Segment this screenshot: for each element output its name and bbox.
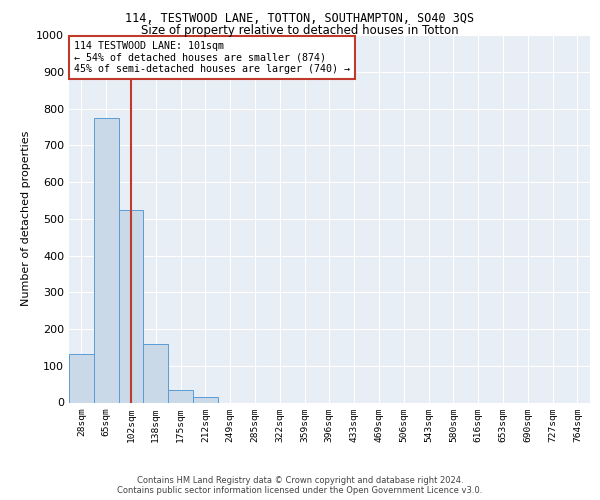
Text: Size of property relative to detached houses in Totton: Size of property relative to detached ho… xyxy=(141,24,459,37)
Bar xyxy=(193,397,218,402)
Bar xyxy=(119,210,143,402)
Text: 114, TESTWOOD LANE, TOTTON, SOUTHAMPTON, SO40 3QS: 114, TESTWOOD LANE, TOTTON, SOUTHAMPTON,… xyxy=(125,12,475,26)
Y-axis label: Number of detached properties: Number of detached properties xyxy=(20,131,31,306)
Bar xyxy=(69,354,94,403)
Text: 114 TESTWOOD LANE: 101sqm
← 54% of detached houses are smaller (874)
45% of semi: 114 TESTWOOD LANE: 101sqm ← 54% of detac… xyxy=(74,40,350,74)
Bar xyxy=(143,344,168,402)
Bar xyxy=(94,118,119,403)
Text: Contains HM Land Registry data © Crown copyright and database right 2024.
Contai: Contains HM Land Registry data © Crown c… xyxy=(118,476,482,495)
Bar xyxy=(168,390,193,402)
